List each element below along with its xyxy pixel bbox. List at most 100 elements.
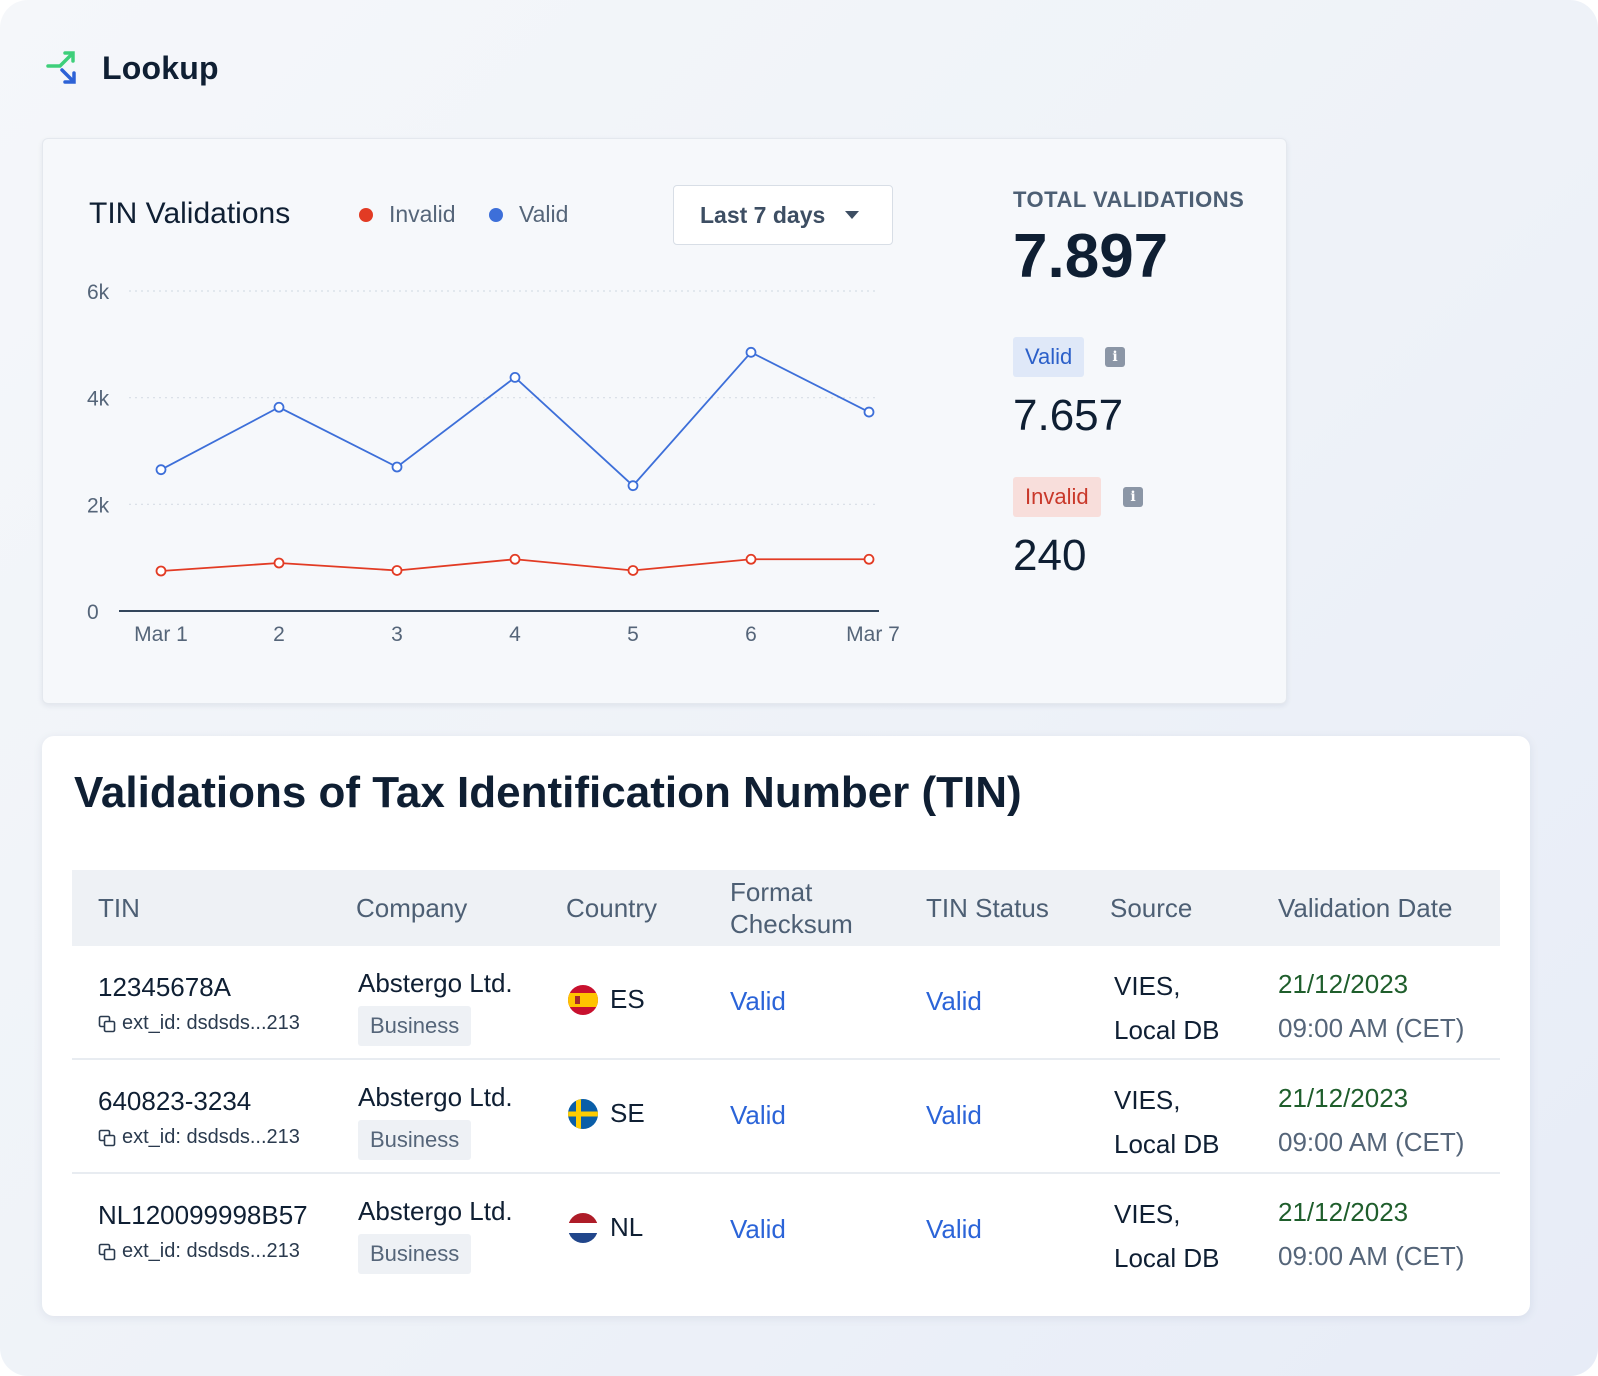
invalid-dot-icon: [359, 207, 373, 222]
legend-item-invalid[interactable]: Invalid: [359, 201, 455, 228]
ext-id-label: ext_id: dsdsds...213: [122, 1126, 300, 1148]
invalid-data-point: [155, 565, 167, 577]
company-type-badge: Business: [358, 1006, 472, 1046]
column-header-format-checksum[interactable]: Format Checksum: [730, 877, 853, 939]
company-type-badge: Business: [358, 1234, 472, 1274]
source-cell: VIES, Local DB: [1114, 964, 1220, 1052]
x-tick-label: 6: [745, 623, 757, 646]
ext-id-label: ext_id: dsdsds...213: [122, 1240, 300, 1262]
valid-data-point: [155, 464, 167, 476]
x-tick-label: 4: [509, 623, 521, 646]
column-header-tin-status[interactable]: TIN Status: [926, 893, 1049, 923]
y-tick-label: 2k: [87, 494, 110, 517]
total-validations-value: 7.897: [1013, 222, 1169, 291]
tin-status: Valid: [926, 1214, 982, 1244]
source-line: Local DB: [1114, 1243, 1220, 1273]
invalid-count: 240: [1013, 531, 1087, 580]
invalid-data-point: [509, 553, 521, 565]
company-type-badge: Business: [358, 1120, 472, 1160]
validation-date-cell: 21/12/2023 09:00 AM (CET): [1278, 962, 1464, 1050]
column-header-validation-date[interactable]: Validation Date: [1278, 893, 1453, 923]
source-line: VIES,: [1114, 1085, 1181, 1115]
copy-icon[interactable]: [98, 1015, 116, 1033]
info-icon[interactable]: i: [1123, 487, 1143, 507]
x-tick-label: 5: [627, 623, 639, 646]
date-range-label: Last 7 days: [700, 201, 826, 228]
table-row[interactable]: NL120099998B57 ext_id: dsdsds...213 Abst…: [72, 1174, 1500, 1288]
column-header-source[interactable]: Source: [1110, 893, 1193, 923]
invalid-data-point: [745, 553, 757, 565]
ext-id[interactable]: ext_id: dsdsds...213: [98, 1240, 300, 1263]
source-line: Local DB: [1114, 1015, 1220, 1045]
format-checksum-status: Valid: [730, 986, 786, 1016]
tin-status: Valid: [926, 986, 982, 1016]
source-cell: VIES, Local DB: [1114, 1078, 1220, 1166]
line-chart: 0 2k 4k 6k Mar 1 2 3 4 5 6 Mar 7: [87, 281, 900, 646]
valid-data-point: [509, 371, 521, 383]
ext-id[interactable]: ext_id: dsdsds...213: [98, 1126, 300, 1149]
country-code: NL: [610, 1212, 644, 1242]
copy-icon[interactable]: [98, 1243, 116, 1261]
table-header: TIN Company Country Format Checksum TIN …: [72, 870, 1500, 946]
tin-value: NL120099998B57: [98, 1200, 308, 1230]
valid-dot-icon: [489, 207, 503, 222]
invalid-data-point: [391, 565, 403, 576]
validation-date: 21/12/2023: [1278, 969, 1409, 999]
legend-label-valid: Valid: [519, 201, 569, 227]
legend-label-invalid: Invalid: [389, 201, 456, 227]
company-name: Abstergo Ltd.: [358, 1196, 513, 1226]
chart-title: TIN Validations: [89, 197, 291, 230]
column-header-tin[interactable]: TIN: [98, 893, 140, 923]
info-icon[interactable]: i: [1105, 347, 1125, 367]
ext-id-label: ext_id: dsdsds...213: [122, 1012, 300, 1034]
valid-badge: Valid: [1013, 337, 1085, 377]
chart-card: TIN Validations Invalid Valid Last 7 day…: [42, 138, 1287, 704]
swap-arrows-icon: [46, 51, 76, 84]
table-title: Validations of Tax Identification Number…: [74, 768, 1022, 817]
valid-count: 7.657: [1013, 391, 1124, 440]
x-tick-label: Mar 7: [846, 623, 900, 646]
validation-time: 09:00 AM (CET): [1278, 1241, 1465, 1271]
source-line: VIES,: [1114, 1199, 1181, 1229]
tin-status: Valid: [926, 1100, 982, 1130]
company-name: Abstergo Ltd.: [358, 1082, 513, 1112]
format-checksum-status: Valid: [730, 1100, 786, 1130]
total-validations-label: TOTAL VALIDATIONS: [1013, 187, 1245, 212]
x-tick-label: 2: [273, 623, 285, 646]
invalid-data-point: [863, 553, 875, 565]
country-cell: NL: [568, 1212, 643, 1243]
copy-icon[interactable]: [98, 1129, 116, 1147]
validation-time: 09:00 AM (CET): [1278, 1127, 1465, 1157]
y-tick-label: 4k: [87, 388, 110, 411]
invalid-badge: Invalid: [1013, 477, 1101, 517]
legend-item-valid[interactable]: Valid: [489, 201, 568, 228]
validation-date: 21/12/2023: [1278, 1083, 1409, 1113]
app-title: Lookup: [102, 49, 219, 86]
country-code: ES: [610, 984, 645, 1014]
ext-id[interactable]: ext_id: dsdsds...213: [98, 1012, 300, 1035]
country-cell: SE: [568, 1098, 645, 1129]
table-row[interactable]: 640823-3234 ext_id: dsdsds...213 Absterg…: [72, 1060, 1500, 1174]
date-range-select[interactable]: Last 7 days: [673, 185, 893, 245]
source-line: Local DB: [1114, 1129, 1220, 1159]
spain-flag-icon: [568, 984, 598, 1015]
caret-down-icon: [845, 211, 860, 219]
column-header-country[interactable]: Country: [566, 893, 658, 923]
format-checksum-status: Valid: [730, 1214, 786, 1244]
invalid-data-point: [627, 565, 639, 576]
column-header-company[interactable]: Company: [356, 893, 468, 923]
x-tick-label: 3: [391, 623, 403, 646]
y-tick-label: 0: [87, 601, 99, 624]
valid-data-point: [745, 346, 757, 358]
valid-data-point: [391, 461, 403, 473]
source-cell: VIES, Local DB: [1114, 1192, 1220, 1280]
invalid-data-point: [273, 557, 285, 569]
table-row[interactable]: 12345678A ext_id: dsdsds...213 Abstergo …: [72, 946, 1500, 1060]
y-tick-label: 6k: [87, 281, 110, 304]
validation-date: 21/12/2023: [1278, 1197, 1409, 1227]
valid-data-point: [863, 406, 875, 418]
validation-date-cell: 21/12/2023 09:00 AM (CET): [1278, 1076, 1464, 1164]
sweden-flag-icon: [568, 1098, 598, 1129]
company-name: Abstergo Ltd.: [358, 968, 513, 998]
